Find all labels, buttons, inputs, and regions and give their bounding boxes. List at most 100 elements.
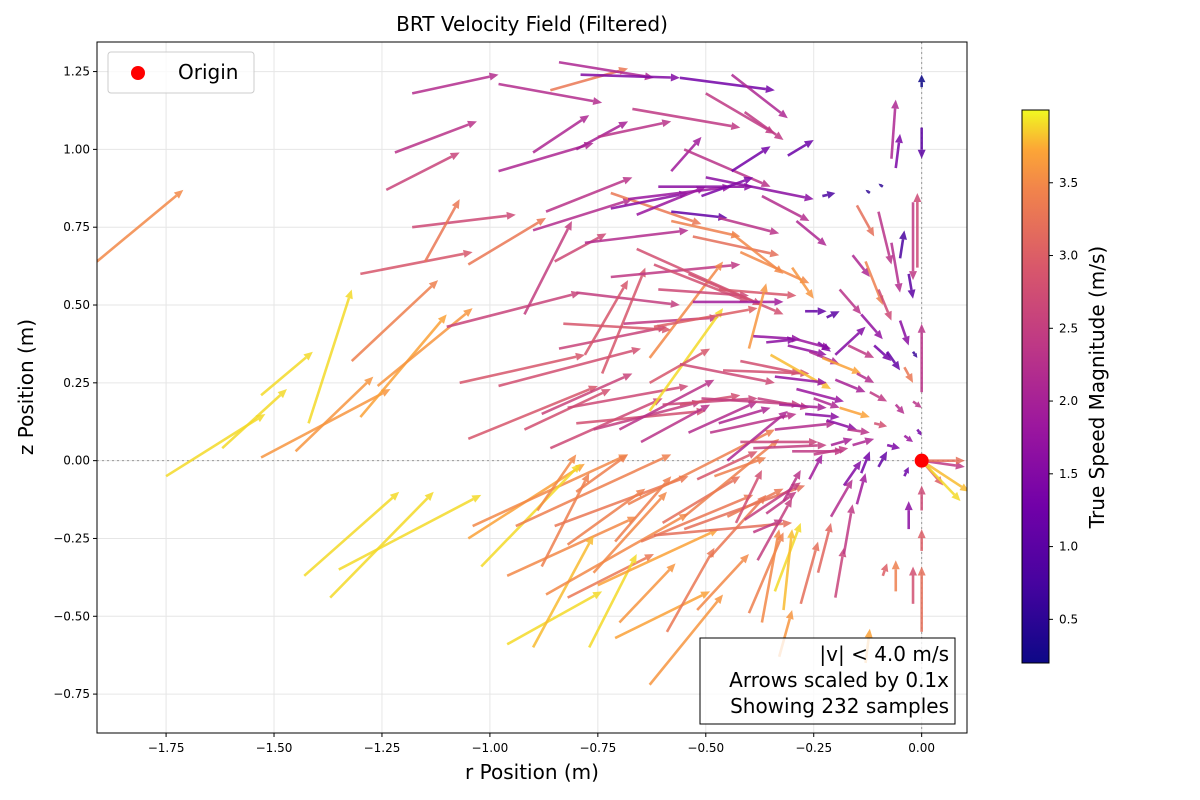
velocity-arrow — [773, 522, 802, 592]
velocity-arrow — [679, 392, 741, 406]
velocity-arrow — [880, 563, 889, 577]
velocity-arrow — [894, 133, 903, 169]
velocity-arrow — [576, 291, 680, 308]
velocity-arrow — [670, 136, 702, 173]
velocity-arrow — [303, 491, 400, 577]
velocity-arrow — [718, 216, 780, 236]
velocity-arrow — [904, 501, 913, 530]
info-sample-count: Showing 232 samples — [730, 694, 949, 718]
y-tick-label: −0.25 — [53, 531, 90, 545]
velocity-arrow — [376, 308, 473, 387]
velocity-arrow — [541, 373, 633, 416]
velocity-arrow — [696, 451, 758, 481]
y-tick-label: −0.50 — [53, 609, 90, 623]
y-tick-label: 0.25 — [63, 376, 90, 390]
y-tick-label: 0.75 — [63, 220, 90, 234]
velocity-arrow — [597, 119, 672, 139]
origin-marker — [914, 453, 929, 468]
velocity-arrow — [583, 280, 629, 356]
velocity-arrow — [917, 485, 926, 511]
y-tick-label: 1.25 — [63, 65, 90, 79]
velocity-arrow — [779, 403, 827, 412]
info-arrow-scale: Arrows scaled by 0.1x — [729, 668, 949, 692]
velocity-arrow — [640, 404, 711, 444]
velocity-arrow — [636, 186, 706, 216]
velocity-arrow — [909, 566, 918, 604]
velocity-arrow — [756, 497, 793, 561]
velocity-arrow — [847, 344, 875, 358]
velocity-arrow — [816, 522, 833, 574]
velocity-arrow — [873, 344, 892, 362]
velocity-arrow — [567, 554, 654, 599]
velocity-arrow — [826, 311, 840, 319]
velocity-arrow — [805, 307, 827, 316]
velocity-arrow — [394, 120, 477, 154]
velocity-arrow — [531, 535, 594, 649]
velocity-arrow — [338, 494, 482, 571]
velocity-arrow — [506, 591, 603, 646]
x-tick-label: −1.00 — [472, 741, 509, 755]
velocity-arrow — [592, 491, 667, 574]
velocity-arrow — [718, 288, 797, 299]
velocity-arrow — [886, 350, 901, 371]
velocity-arrow — [575, 454, 629, 493]
velocity-arrow — [753, 441, 827, 450]
velocity-arrow — [869, 391, 888, 402]
velocity-arrow — [856, 372, 875, 383]
velocity-arrow — [726, 410, 788, 462]
velocity-arrow — [597, 529, 719, 587]
velocity-arrow — [424, 199, 460, 263]
velocity-arrow — [563, 322, 672, 334]
velocity-arrow — [769, 353, 831, 390]
velocity-arrow — [576, 407, 706, 425]
y-tick-label: 1.00 — [63, 142, 90, 156]
velocity-arrow — [649, 348, 711, 384]
x-tick-label: −0.50 — [687, 741, 724, 755]
velocity-arrow — [903, 466, 909, 477]
velocity-arrow — [545, 176, 633, 213]
info-box-frame — [699, 637, 956, 725]
velocity-arrow — [916, 428, 922, 436]
velocity-arrow — [877, 288, 892, 321]
velocity-arrow — [907, 273, 916, 299]
colorbar-tick-label: 3.5 — [1059, 176, 1078, 190]
velocity-arrow — [467, 385, 598, 441]
velocity-arrow — [903, 434, 914, 442]
colorbar-label: True Speed Magnitude (m/s) — [1085, 246, 1109, 529]
velocity-arrow — [917, 323, 926, 393]
colorbar-tick-label: 3.0 — [1059, 249, 1078, 263]
velocity-arrow — [679, 362, 775, 386]
velocity-arrow — [917, 74, 926, 88]
velocity-arrow — [766, 336, 797, 345]
velocity-arrow — [877, 211, 894, 265]
velocity-arrow — [498, 141, 594, 173]
velocity-arrow — [791, 266, 814, 299]
velocity-arrow — [782, 529, 796, 611]
colorbar-tick-label: 1.5 — [1059, 467, 1078, 481]
velocity-arrow — [726, 488, 784, 518]
y-axis-ticks: −0.75 −0.50 −0.25 0.00 0.25 0.50 0.75 1.00 1.25 — [53, 65, 97, 701]
colorbar-tick-label: 0.5 — [1059, 612, 1078, 626]
velocity-arrow — [536, 454, 577, 512]
velocity-arrow — [566, 488, 646, 546]
velocity-arrow — [834, 547, 847, 598]
velocity-arrow — [532, 198, 633, 232]
x-axis-ticks: −1.75 −1.50 −1.25 −1.00 −0.75 −0.50 −0.25 0.00 — [148, 733, 935, 755]
velocity-arrow — [834, 378, 866, 393]
velocity-arrow — [459, 352, 585, 385]
velocity-arrows — [97, 60, 967, 686]
velocity-arrow — [796, 387, 844, 404]
colorbar-tick-label: 2.0 — [1059, 394, 1078, 408]
velocity-arrow — [860, 313, 883, 340]
velocity-arrow — [917, 127, 926, 159]
colorbar-tick-label: 1.0 — [1059, 540, 1078, 554]
velocity-arrow — [898, 320, 910, 346]
velocity-arrow — [260, 351, 313, 397]
velocity-arrow — [848, 427, 870, 436]
velocity-arrow — [891, 560, 900, 592]
velocity-arrow — [911, 350, 918, 358]
velocity-arrow — [864, 260, 884, 306]
velocity-arrow — [834, 326, 866, 356]
velocity-arrow — [830, 437, 853, 447]
velocity-arrow — [467, 217, 547, 266]
